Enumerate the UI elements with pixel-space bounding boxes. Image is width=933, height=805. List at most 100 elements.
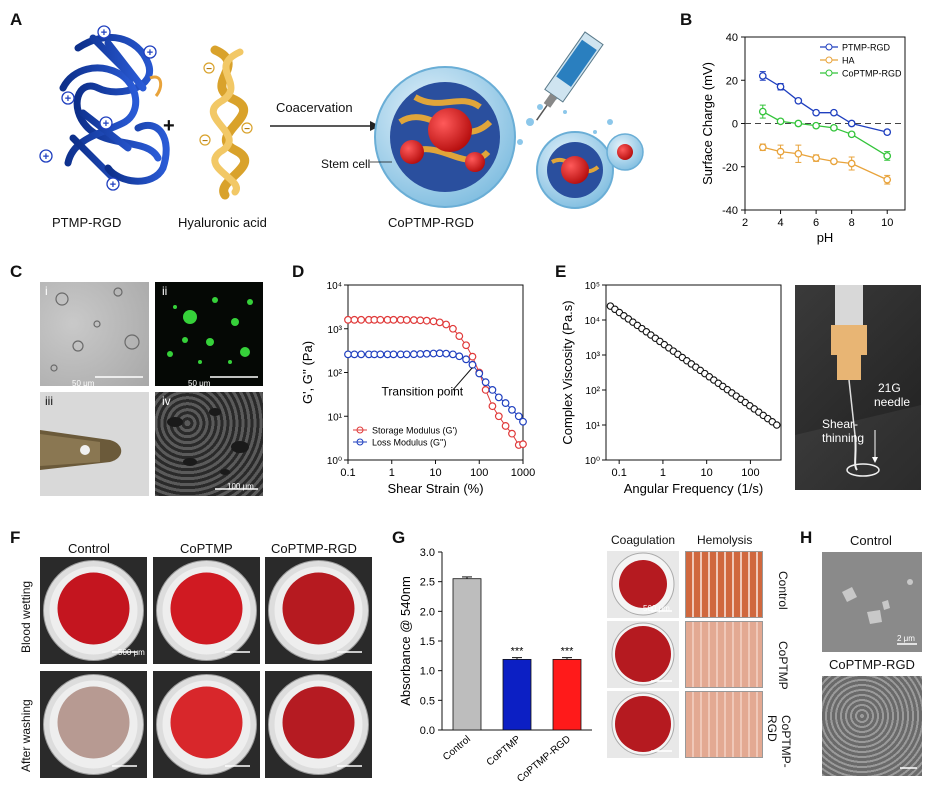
positive-charge-2: + [147,47,153,59]
g-ytick-label-5: 2.5 [420,577,435,589]
positive-charge-3: + [65,93,71,105]
b-xtick-label-1: 4 [777,217,783,229]
d-point [409,316,418,324]
scale-bar-label-iv: 100 μm [227,482,254,491]
d-point [481,378,490,387]
negative-charge-1: − [206,64,212,75]
d-point [468,352,477,361]
b-point [758,143,767,152]
b-xtick-label-0: 2 [742,217,748,229]
b-point [794,96,803,105]
needle-tip-photo [40,392,149,496]
g-category-label-2: CoPTMP-RGD [515,734,573,785]
d-point [455,332,464,340]
b-point [847,119,856,128]
b-point [758,72,767,80]
coptmp-rgd-label: CoPTMP-RGD [388,215,474,230]
shear-thinning-label-line2: thinning [822,431,865,445]
g-ytick-label-3: 1.5 [420,636,435,648]
coagulation-header: Coagulation [611,533,676,547]
e-ytick-label-5: 10⁵ [585,281,600,292]
b-xtick-label-4: 10 [881,217,893,229]
panel-label-a: A [10,10,23,29]
d-xtick-label-4: 1000 [511,467,535,479]
positive-charge-4: + [103,118,109,130]
d-point [514,412,523,421]
e-ytick-label-1: 10¹ [586,421,601,432]
d-point [357,350,366,359]
d-point [344,350,352,359]
d-ytick-label-0: 10⁰ [327,456,342,467]
d-point [350,350,359,359]
h-coptmp-rgd-label: CoPTMP-RGD [829,657,915,672]
hemolysis-photo [685,551,763,618]
coagulation-photo [607,691,679,758]
h-scale-label: 2 μm [897,634,915,643]
panel-label-e: E [555,262,567,281]
d-ytick-label-1: 10¹ [328,412,343,423]
d-ytick-label-4: 10⁴ [327,281,342,292]
b-ylabel: Surface Charge (mV) [700,62,715,185]
negative-charge-2: − [202,136,208,147]
b-point [883,128,892,137]
b-xlabel: pH [817,230,834,245]
b-point [776,82,785,91]
scale-bar-label-ii: 50 μm [188,379,211,388]
d-annotation-arrow [452,367,473,391]
coacervation-label: Coacervation [276,100,353,115]
b-point [776,117,785,126]
e-xtick-label-1: 1 [660,467,666,479]
sem-control-photo [822,552,922,652]
b-point [830,108,838,117]
e-ytick-label-2: 10² [586,386,601,397]
g-ytick-label-0: 0.0 [420,725,435,737]
b-point [883,152,892,160]
d-ylabel: G', G'' (Pa) [300,341,315,404]
d-point [402,316,411,324]
b-point [847,130,856,139]
f-col-coptmp-rgd: CoPTMP-RGD [271,541,357,556]
d-xtick-label-2: 10 [429,467,441,479]
f-col-control: Control [68,541,110,556]
positive-charge-6: + [110,179,116,191]
coagulation-photo [607,621,679,688]
protein-illustration: + + + + + + [39,25,170,191]
subpanel-label-iii: iii [45,394,53,408]
d-point [449,350,457,359]
g-category-label-1: CoPTMP [485,734,523,769]
hemolysis-photo [685,691,763,758]
d-xtick-label-0: 0.1 [340,467,355,479]
b-point [812,154,820,162]
f-row-blood-wetting: Blood wetting [19,580,33,653]
g-bar-2 [552,658,582,731]
b-legend-text-0: PTMP-RGD [842,43,890,53]
d-point [501,399,510,407]
panel-label-b: B [680,10,693,29]
hyaluronic-acid-label: Hyaluronic acid [178,215,267,230]
shear-thinning-label-line1: Shear- [822,417,859,431]
panel-label-h: H [800,528,813,547]
coagulation-photo [607,551,679,618]
d-point [350,315,359,324]
injection-photo [795,285,921,490]
e-ylabel: Complex Viscosity (Pa.s) [560,300,575,444]
stem-cell-label: Stem cell [321,157,371,171]
d-point [501,422,510,430]
b-point [794,149,803,158]
d-point [402,350,411,359]
sem-coptmp-rgd-photo [822,676,922,776]
b-point [776,147,785,156]
d-point [376,350,385,359]
e-xtick-label-3: 100 [741,467,759,479]
d-point [429,349,438,358]
g-ytick-label-2: 1.0 [420,666,435,678]
b-ytick-label-4: 40 [726,32,738,44]
e-plot-frame [605,284,782,461]
g-ytick-label-1: 0.5 [420,695,435,707]
f-scale-label: 500 μm [118,648,145,657]
d-point [389,350,398,359]
d-point [449,324,457,333]
g-significance-2: *** [561,646,575,658]
d-point [475,369,484,378]
b-xtick-label-2: 6 [813,217,819,229]
